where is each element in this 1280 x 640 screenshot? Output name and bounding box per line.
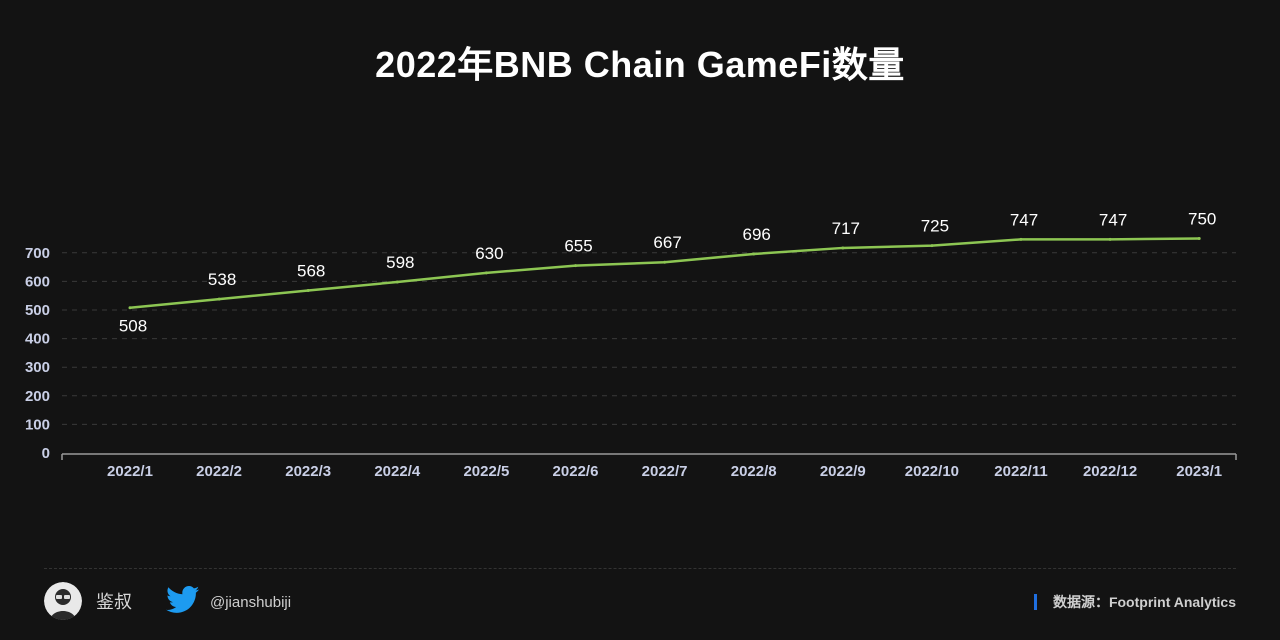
data-point	[306, 289, 310, 293]
y-tick-label: 700	[25, 245, 50, 262]
data-label: 750	[1188, 210, 1216, 229]
x-tick-label: 2022/9	[820, 463, 866, 480]
x-tick-label: 2022/7	[642, 463, 688, 480]
x-tick-label: 2022/4	[374, 463, 421, 480]
twitter-handle[interactable]: @jianshubiji	[210, 593, 292, 611]
data-point	[841, 246, 845, 250]
data-point	[1197, 237, 1201, 240]
x-tick-label: 2022/6	[553, 463, 599, 480]
x-tick-label: 2022/2	[196, 463, 242, 480]
data-label: 538	[208, 270, 236, 289]
data-point	[574, 264, 577, 268]
data-point	[128, 306, 132, 310]
data-label: 696	[743, 225, 771, 244]
data-labels: 508 538 568 598 630 655 667 696 717 725 747 747 750	[119, 210, 1217, 336]
avatar-icon	[44, 582, 82, 620]
source-text: 数据源：Footprint Analytics	[1052, 594, 1236, 610]
data-source: 数据源：Footprint Analytics	[1033, 590, 1236, 614]
y-tick-label: 500	[25, 302, 50, 319]
y-tick-label: 100	[25, 416, 50, 433]
x-tick-label: 2022/8	[731, 463, 777, 480]
series-line	[128, 237, 1201, 310]
grid-lines	[62, 252, 1236, 425]
data-label: 598	[386, 253, 414, 272]
data-point	[1019, 237, 1023, 241]
data-point	[1108, 237, 1112, 241]
x-tick-label: 2022/11	[994, 463, 1047, 480]
data-label: 717	[832, 219, 860, 238]
twitter-bird-icon	[166, 585, 200, 619]
x-axis-ticks: 2022/1 2022/2 2022/3 2022/4 2022/5 2022/6 2022…	[107, 463, 1222, 480]
data-label: 630	[475, 244, 503, 263]
y-tick-label: 200	[25, 388, 50, 405]
y-axis-ticks: 0 100 200 300 400 500 600 700	[25, 245, 50, 462]
y-tick-label: 400	[25, 331, 50, 348]
x-tick-label: 2022/1	[107, 463, 153, 480]
data-label: 508	[119, 317, 147, 336]
footer-divider	[44, 568, 1236, 569]
data-label: 725	[921, 217, 949, 236]
data-point	[395, 280, 399, 284]
author-name: 鉴叔	[96, 592, 132, 612]
y-tick-label: 300	[25, 359, 50, 376]
data-point	[752, 252, 756, 256]
data-label: 568	[297, 262, 325, 281]
data-label: 747	[1099, 210, 1127, 229]
data-point	[217, 297, 221, 301]
source-accent-bar	[1033, 594, 1037, 610]
data-point	[484, 271, 488, 275]
y-tick-label: 0	[42, 445, 50, 462]
x-tick-label: 2022/3	[285, 463, 331, 480]
x-tick-label: 2022/10	[905, 463, 959, 480]
x-tick-label: 2022/12	[1083, 463, 1137, 480]
data-point	[663, 260, 667, 264]
chart-title: 2022年BNB Chain GameFi数量	[375, 44, 905, 85]
x-axis	[61, 453, 1237, 460]
data-label: 747	[1010, 210, 1038, 229]
x-tick-label: 2023/1	[1176, 463, 1222, 480]
y-tick-label: 600	[25, 273, 50, 290]
x-tick-label: 2022/5	[463, 463, 509, 480]
data-label: 667	[653, 233, 681, 252]
data-point	[930, 244, 934, 248]
twitter-block[interactable]: @jianshubiji	[166, 585, 292, 619]
data-label: 655	[564, 237, 592, 256]
author-block: 鉴叔	[44, 580, 132, 622]
